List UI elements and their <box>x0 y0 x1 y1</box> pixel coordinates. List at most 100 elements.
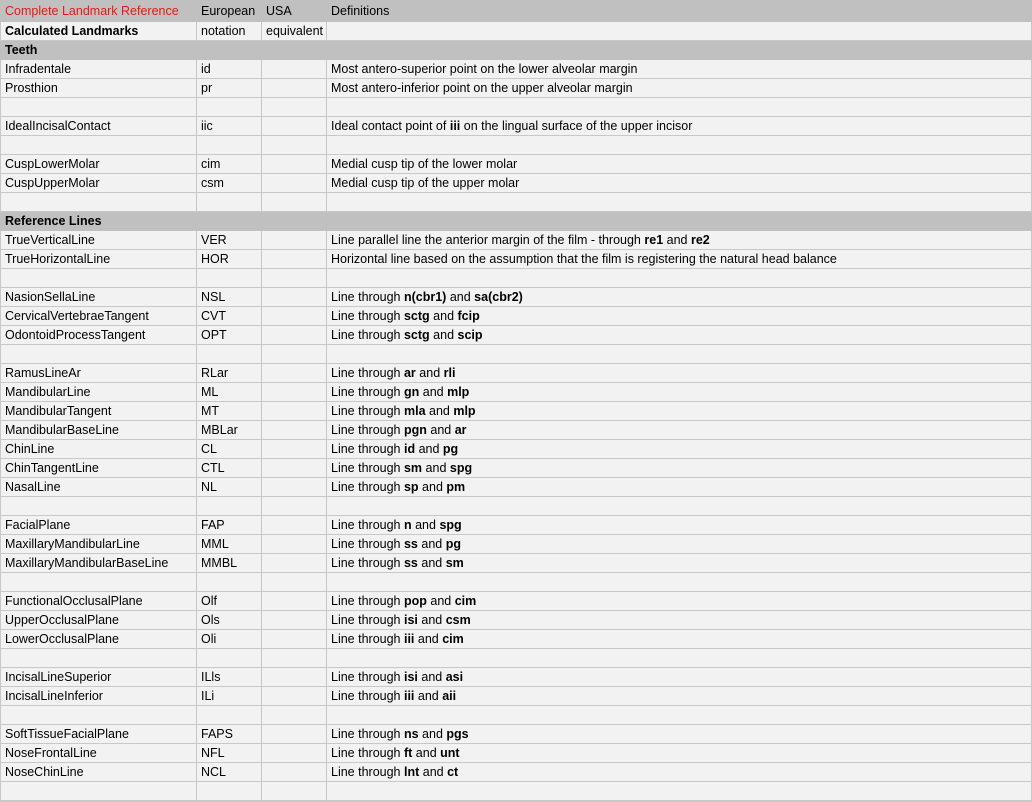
cell-european[interactable]: MMBL <box>196 553 262 573</box>
cell-european[interactable]: VER <box>196 230 262 250</box>
cell-usa[interactable] <box>261 743 327 763</box>
cell-usa[interactable] <box>261 477 327 497</box>
cell-definition[interactable] <box>326 97 1032 117</box>
cell-usa[interactable] <box>261 591 327 611</box>
cell-european[interactable]: cim <box>196 154 262 174</box>
cell-name[interactable]: NasionSellaLine <box>0 287 197 307</box>
cell-definition[interactable]: Line parallel line the anterior margin o… <box>326 230 1032 250</box>
cell-definition[interactable]: Horizontal line based on the assumption … <box>326 249 1032 269</box>
cell-usa[interactable] <box>261 192 327 212</box>
cell-name[interactable] <box>0 781 197 801</box>
cell-european[interactable]: ML <box>196 382 262 402</box>
cell-definition[interactable] <box>326 705 1032 725</box>
cell-european[interactable]: MML <box>196 534 262 554</box>
cell-european[interactable]: ILls <box>196 667 262 687</box>
cell-european[interactable]: CL <box>196 439 262 459</box>
cell-name[interactable]: CuspUpperMolar <box>0 173 197 193</box>
cell-name[interactable]: FunctionalOcclusalPlane <box>0 591 197 611</box>
cell-definition[interactable] <box>326 496 1032 516</box>
cell-european[interactable]: FAP <box>196 515 262 535</box>
cell-usa[interactable] <box>261 534 327 554</box>
cell-usa[interactable] <box>261 363 327 383</box>
cell-name[interactable]: TrueVerticalLine <box>0 230 197 250</box>
cell-usa[interactable] <box>261 553 327 573</box>
cell-usa[interactable] <box>261 496 327 516</box>
cell-definition[interactable]: Line through n and spg <box>326 515 1032 535</box>
cell-usa[interactable] <box>261 781 327 801</box>
cell-european[interactable]: HOR <box>196 249 262 269</box>
cell-name[interactable] <box>0 97 197 117</box>
cell-european[interactable] <box>196 572 262 592</box>
cell-name[interactable]: MandibularBaseLine <box>0 420 197 440</box>
cell-european[interactable] <box>196 192 262 212</box>
cell-usa[interactable] <box>261 458 327 478</box>
cell-name[interactable]: MaxillaryMandibularBaseLine <box>0 553 197 573</box>
cell-european[interactable] <box>196 781 262 801</box>
cell-definition[interactable]: Line through ft and unt <box>326 743 1032 763</box>
cell-usa[interactable] <box>261 154 327 174</box>
cell-european[interactable]: FAPS <box>196 724 262 744</box>
cell-definition[interactable]: Line through pop and cim <box>326 591 1032 611</box>
cell-usa[interactable] <box>261 629 327 649</box>
cell-definition[interactable]: Line through sm and spg <box>326 458 1032 478</box>
cell-name[interactable]: NoseFrontalLine <box>0 743 197 763</box>
cell-usa[interactable] <box>261 230 327 250</box>
cell-usa[interactable] <box>261 648 327 668</box>
cell-european[interactable]: CTL <box>196 458 262 478</box>
cell-usa[interactable] <box>261 401 327 421</box>
cell-name[interactable]: RamusLineAr <box>0 363 197 383</box>
cell-definition[interactable]: Line through pgn and ar <box>326 420 1032 440</box>
cell-definition[interactable]: Line through ns and pgs <box>326 724 1032 744</box>
cell-european[interactable] <box>196 705 262 725</box>
cell-definition[interactable] <box>326 192 1032 212</box>
cell-european[interactable]: NL <box>196 477 262 497</box>
cell-definition[interactable]: Line through sctg and fcip <box>326 306 1032 326</box>
cell-name[interactable]: MaxillaryMandibularLine <box>0 534 197 554</box>
cell-definition[interactable]: Most antero-inferior point on the upper … <box>326 78 1032 98</box>
cell-european[interactable]: ILi <box>196 686 262 706</box>
cell-definition[interactable]: Ideal contact point of iii on the lingua… <box>326 116 1032 136</box>
cell-definition[interactable] <box>326 572 1032 592</box>
cell-definition[interactable]: Line through isi and asi <box>326 667 1032 687</box>
cell-name[interactable]: Infradentale <box>0 59 197 79</box>
cell-definition[interactable]: Line through ar and rli <box>326 363 1032 383</box>
cell-european[interactable] <box>196 344 262 364</box>
cell-european[interactable]: NSL <box>196 287 262 307</box>
cell-definition[interactable]: Line through lnt and ct <box>326 762 1032 782</box>
cell-european[interactable] <box>196 97 262 117</box>
cell-definition[interactable]: Line through isi and csm <box>326 610 1032 630</box>
cell-name[interactable]: Prosthion <box>0 78 197 98</box>
cell-definition[interactable]: Line through iii and aii <box>326 686 1032 706</box>
cell-european[interactable]: id <box>196 59 262 79</box>
cell-name[interactable]: MandibularTangent <box>0 401 197 421</box>
cell-definition[interactable] <box>326 135 1032 155</box>
cell-definition[interactable]: Line through mla and mlp <box>326 401 1032 421</box>
cell-name[interactable]: IncisalLineInferior <box>0 686 197 706</box>
cell-definition[interactable]: Most antero-superior point on the lower … <box>326 59 1032 79</box>
cell-usa[interactable] <box>261 705 327 725</box>
cell-definition[interactable]: Line through sp and pm <box>326 477 1032 497</box>
cell-name[interactable] <box>0 705 197 725</box>
cell-european[interactable]: MT <box>196 401 262 421</box>
cell-name[interactable] <box>0 192 197 212</box>
cell-definition[interactable]: Line through iii and cim <box>326 629 1032 649</box>
cell-name[interactable] <box>0 496 197 516</box>
cell-definition[interactable] <box>326 648 1032 668</box>
cell-name[interactable]: OdontoidProcessTangent <box>0 325 197 345</box>
cell-european[interactable]: RLar <box>196 363 262 383</box>
cell-definition[interactable]: Medial cusp tip of the lower molar <box>326 154 1032 174</box>
cell-definition[interactable]: Medial cusp tip of the upper molar <box>326 173 1032 193</box>
cell-name[interactable]: UpperOcclusalPlane <box>0 610 197 630</box>
cell-usa[interactable] <box>261 420 327 440</box>
cell-european[interactable]: Oli <box>196 629 262 649</box>
cell-name[interactable]: IncisalLineSuperior <box>0 667 197 687</box>
cell-usa[interactable] <box>261 762 327 782</box>
cell-name[interactable]: TrueHorizontalLine <box>0 249 197 269</box>
cell-european[interactable] <box>196 135 262 155</box>
cell-usa[interactable] <box>261 249 327 269</box>
cell-usa[interactable] <box>261 610 327 630</box>
cell-definition[interactable]: Line through ss and pg <box>326 534 1032 554</box>
cell-usa[interactable] <box>261 382 327 402</box>
cell-name[interactable]: CuspLowerMolar <box>0 154 197 174</box>
cell-usa[interactable] <box>261 116 327 136</box>
